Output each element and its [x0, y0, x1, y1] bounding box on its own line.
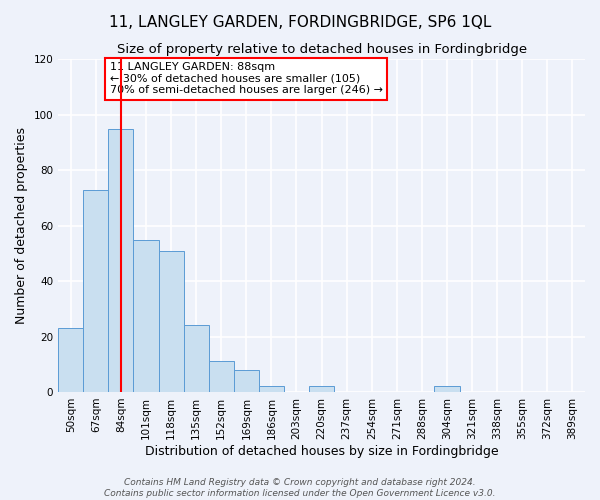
Bar: [184, 326, 209, 392]
Bar: [209, 362, 234, 392]
Bar: [58, 328, 83, 392]
Y-axis label: Number of detached properties: Number of detached properties: [15, 127, 28, 324]
Bar: [83, 190, 109, 392]
Text: Contains HM Land Registry data © Crown copyright and database right 2024.
Contai: Contains HM Land Registry data © Crown c…: [104, 478, 496, 498]
Bar: [158, 250, 184, 392]
Bar: [234, 370, 259, 392]
Bar: [309, 386, 334, 392]
Bar: [133, 240, 158, 392]
Bar: [434, 386, 460, 392]
Text: 11 LANGLEY GARDEN: 88sqm
← 30% of detached houses are smaller (105)
70% of semi-: 11 LANGLEY GARDEN: 88sqm ← 30% of detach…: [110, 62, 383, 96]
Title: Size of property relative to detached houses in Fordingbridge: Size of property relative to detached ho…: [116, 42, 527, 56]
Text: 11, LANGLEY GARDEN, FORDINGBRIDGE, SP6 1QL: 11, LANGLEY GARDEN, FORDINGBRIDGE, SP6 1…: [109, 15, 491, 30]
X-axis label: Distribution of detached houses by size in Fordingbridge: Distribution of detached houses by size …: [145, 444, 499, 458]
Bar: [109, 128, 133, 392]
Bar: [259, 386, 284, 392]
